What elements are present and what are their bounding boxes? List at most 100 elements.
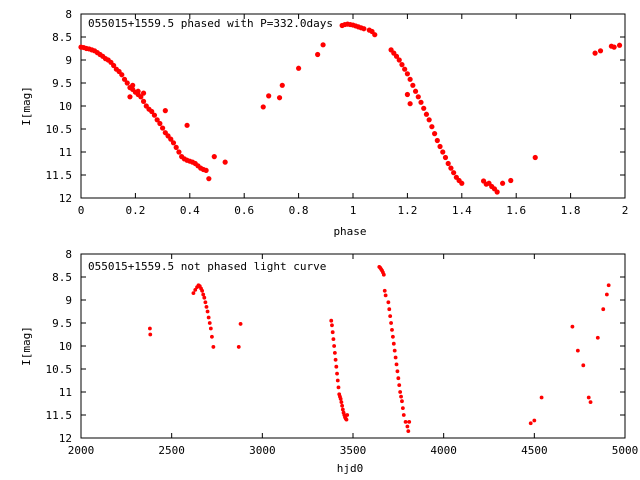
unphased-data-point (238, 322, 243, 326)
unphased-data-point (193, 287, 198, 292)
phased-data-point (616, 42, 623, 48)
phased-data-point (160, 125, 166, 131)
phased-data-point (500, 180, 506, 186)
unphased-data-point (334, 364, 339, 369)
unphased-data-point (401, 413, 406, 417)
unphased-data-point (236, 345, 241, 349)
unphased-data-point (202, 295, 207, 300)
phased-y-tick-label: 9 (65, 54, 72, 67)
unphased-data-point (191, 291, 196, 295)
unphased-data-point (207, 321, 212, 325)
unphased-data-point (390, 334, 395, 339)
phased-data-point (459, 180, 465, 186)
phased-y-tick-label: 10 (59, 100, 72, 113)
phased-data-point (173, 144, 179, 150)
unphased-y-tick-label: 8.5 (52, 271, 72, 284)
phased-x-tick-label: 2 (622, 204, 629, 217)
phased-data-point (162, 108, 168, 114)
phased-data-point (124, 80, 130, 86)
unphased-data-point (532, 418, 537, 423)
unphased-data-point (606, 283, 611, 288)
phased-data-point (211, 154, 217, 160)
phased-chart-title: 055015+1559.5 phased with P=332.0days (88, 17, 333, 30)
phased-data-point (393, 53, 400, 59)
unphased-data-point (205, 309, 210, 314)
phased-y-tick-label: 10.5 (46, 123, 73, 136)
unphased-x-tick-label: 3500 (340, 444, 367, 457)
unphased-data-point (387, 307, 392, 312)
unphased-y-tick-label: 11.5 (46, 409, 73, 422)
phased-data-point (222, 159, 228, 165)
unphased-data-point (335, 378, 340, 383)
unphased-y-tick-label: 12 (59, 432, 72, 445)
phased-y-tick-label: 11.5 (46, 169, 73, 182)
unphased-data-point (595, 335, 600, 340)
phased-data-point (404, 91, 410, 98)
phased-data-point (429, 124, 435, 130)
unphased-data-point (340, 407, 345, 412)
phased-data-point (138, 94, 144, 100)
phased-data-point (170, 140, 177, 146)
phased-data-point (440, 149, 446, 155)
phased-x-tick-label: 1.6 (506, 204, 526, 217)
unphased-chart-ylabel: I[mag] (20, 326, 33, 366)
unphased-data-point (395, 369, 400, 374)
phased-data-point (151, 112, 158, 118)
unphased-data-point (345, 413, 350, 417)
unphased-x-tick-label: 2000 (68, 444, 95, 457)
unphased-x-tick-label: 4000 (430, 444, 457, 457)
phased-data-point (423, 111, 430, 117)
unphased-data-point (383, 293, 388, 298)
unphased-data-point (528, 421, 533, 426)
phased-data-point (140, 98, 147, 104)
unphased-data-point (398, 390, 403, 394)
unphased-data-point (396, 376, 401, 381)
phased-data-point (260, 104, 266, 110)
unphased-light-curve-chart: hjd0 I[mag] 2000 2500 3000 3500 4000 4500 5000… (20, 248, 638, 475)
unphased-data-point (397, 383, 402, 387)
unphased-data-point (386, 300, 391, 305)
phased-data-point (611, 44, 617, 50)
unphased-data-point (539, 395, 544, 400)
unphased-data-point (392, 348, 397, 353)
unphased-data-point (586, 395, 591, 400)
phased-data-point (404, 71, 410, 77)
unphased-y-tick-label: 9 (65, 294, 72, 307)
phased-data-point (361, 26, 367, 32)
unphased-data-point (581, 363, 586, 368)
unphased-data-point (394, 362, 399, 367)
unphased-data-point (204, 305, 209, 309)
phased-data-point (203, 167, 209, 173)
phased-y-tick-label: 12 (59, 192, 72, 205)
unphased-data-point (333, 357, 338, 362)
unphased-y-tick-label: 11 (59, 386, 72, 399)
unphased-data-point (336, 385, 341, 390)
phased-data-point (372, 32, 378, 38)
phased-x-tick-label: 0.6 (234, 204, 254, 217)
unphased-data-point (382, 288, 387, 293)
unphased-data-point (391, 341, 396, 346)
unphased-data-point (332, 351, 337, 355)
phased-data-point (412, 88, 419, 94)
unphased-y-tick-label: 9.5 (52, 317, 72, 330)
phased-data-point (206, 176, 212, 182)
unphased-data-point (330, 323, 334, 328)
phased-data-point (442, 154, 449, 161)
unphased-data-point (406, 429, 411, 433)
phased-data-point (130, 82, 136, 88)
phased-data-point (168, 136, 174, 142)
phased-data-point (437, 143, 443, 150)
unphased-y-tick-label: 10.5 (46, 363, 73, 376)
phased-x-tick-label: 0.8 (289, 204, 309, 217)
unphased-x-tick-label: 4500 (521, 444, 548, 457)
phased-data-point (407, 76, 413, 82)
phased-data-point (410, 82, 416, 88)
phased-data-point (315, 51, 321, 58)
unphased-data-point (148, 326, 152, 331)
phased-x-tick-label: 1.8 (561, 204, 581, 217)
phased-data-point (140, 90, 147, 96)
unphased-data-point (381, 272, 386, 277)
phased-data-point (320, 42, 326, 48)
unphased-data-point (405, 424, 410, 429)
